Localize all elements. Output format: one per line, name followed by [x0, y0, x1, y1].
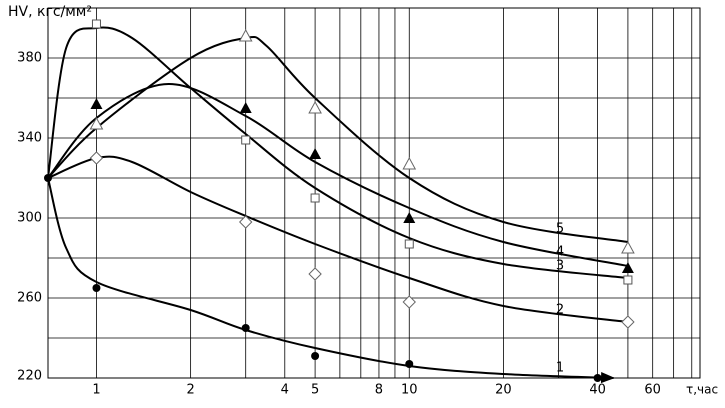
curve: [47, 177, 615, 384]
x-tick-label: 8: [375, 383, 383, 398]
data-point: [92, 284, 101, 292]
x-tick-label: 10: [401, 383, 418, 398]
data-point: [402, 156, 417, 170]
data-point: [309, 148, 322, 159]
data-point: [89, 151, 104, 165]
data-point: [402, 295, 416, 309]
data-point: [403, 212, 416, 223]
y-tick-label: 340: [17, 131, 42, 146]
data-point: [89, 116, 104, 130]
x-tick-label: 40: [589, 383, 606, 398]
data-point: [621, 315, 635, 329]
x-tick-label: 1: [92, 383, 100, 398]
data-point: [239, 102, 252, 113]
data-point: [623, 275, 633, 285]
data-point: [238, 28, 253, 42]
x-tick-label: 2: [186, 383, 194, 398]
y-tick-label: 380: [17, 51, 42, 66]
x-tick-label: 20: [495, 383, 512, 398]
x-tick-label: 60: [644, 383, 661, 398]
curve-label: 2: [556, 302, 564, 317]
data-point: [593, 374, 602, 382]
data-point: [308, 267, 322, 281]
data-point: [404, 239, 414, 249]
data-point: [241, 135, 251, 145]
x-axis-label: τ,час: [686, 383, 718, 397]
curve: [47, 82, 629, 267]
curve-label: 1: [556, 361, 564, 376]
y-tick-label: 260: [17, 291, 42, 306]
data-point: [310, 193, 320, 203]
origin-point: [44, 174, 52, 182]
data-point: [90, 98, 103, 109]
data-point: [311, 352, 320, 360]
curve: [47, 155, 629, 323]
data-point: [621, 240, 635, 254]
data-point: [621, 262, 634, 273]
x-tick-label: 4: [281, 383, 289, 398]
curve: [47, 36, 629, 243]
data-point: [91, 19, 101, 29]
curve-label: 5: [556, 222, 564, 237]
y-axis-label: HV, кгс/мм²: [8, 4, 92, 20]
data-point: [238, 215, 253, 229]
data-point: [308, 100, 322, 114]
y-tick-label: 220: [17, 369, 42, 384]
curve-label: 4: [556, 245, 564, 260]
data-point: [241, 324, 250, 332]
curve-label: 3: [556, 259, 564, 274]
curve: [47, 26, 629, 279]
data-point: [405, 360, 414, 368]
x-tick-label: 5: [311, 383, 319, 398]
y-tick-label: 300: [17, 211, 42, 226]
